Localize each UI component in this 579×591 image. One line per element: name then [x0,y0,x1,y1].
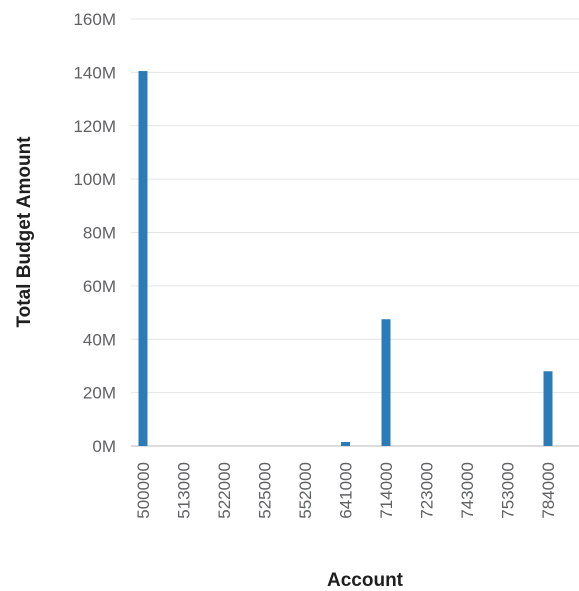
bar-641000 [341,441,350,446]
y-tick-label: 100M [73,170,116,189]
y-tick-label: 160M [73,10,116,29]
x-tick-label: 784000 [539,462,558,519]
y-tick-label: 140M [73,63,116,82]
y-tick-label: 60M [83,277,116,296]
x-tick-label: 743000 [458,462,477,519]
x-axis-ticks: 500000 513000 522000 525000 552000 641000 7140… [134,462,558,519]
x-tick-label: 641000 [337,462,356,519]
x-tick-label: 525000 [256,462,275,519]
x-tick-label: 500000 [134,462,153,519]
bar-500000 [138,71,148,447]
x-tick-label: 513000 [175,462,194,519]
x-tick-label: 723000 [418,462,437,519]
x-tick-label: 552000 [296,462,315,519]
y-tick-label: 20M [83,384,116,403]
bars [138,71,553,447]
y-axis-ticks: 0M 20M 40M 60M 80M 100M 120M 140M 160M [73,10,116,456]
y-tick-label: 0M [92,437,116,456]
y-tick-label: 120M [73,117,116,136]
x-tick-label: 714000 [377,462,396,519]
x-tick-label: 753000 [499,462,518,519]
bar-784000 [543,371,553,446]
bar-714000 [381,319,391,446]
x-axis-title: Account [327,570,404,591]
grid-lines [131,18,579,447]
y-tick-label: 40M [83,330,116,349]
y-axis-title: Total Budget Amount [14,136,35,328]
y-tick-label: 80M [83,224,116,243]
x-tick-label: 522000 [215,462,234,519]
